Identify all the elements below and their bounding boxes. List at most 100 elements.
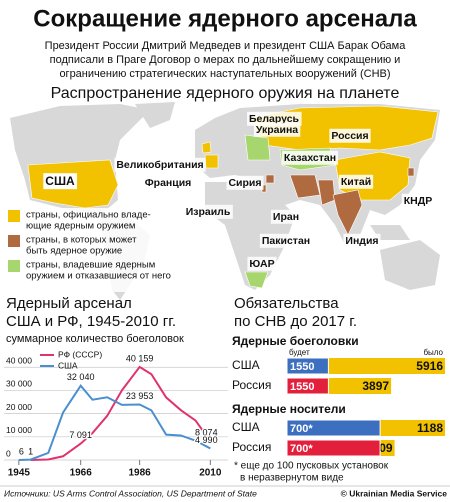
label-box bbox=[281, 150, 339, 165]
legend-label: страны, владевшие ядерным bbox=[26, 260, 155, 271]
credit: © Ukrainian Media Service bbox=[341, 488, 448, 498]
legend-label: США bbox=[58, 360, 78, 370]
data-label: 1 bbox=[28, 446, 33, 456]
bar bbox=[286, 419, 381, 437]
legend-label: будет bbox=[289, 348, 310, 357]
country bbox=[265, 174, 275, 184]
data-label: 8 074 bbox=[195, 428, 218, 438]
country-label: Беларусь bbox=[249, 113, 300, 125]
group-title: Ядерные носители bbox=[232, 402, 346, 416]
legend-label: было bbox=[423, 348, 443, 357]
data-label: 1188 bbox=[417, 421, 443, 435]
y-tick-label: 10 000 bbox=[6, 425, 32, 435]
label-box bbox=[259, 233, 313, 248]
data-label: 700* bbox=[290, 423, 313, 435]
country-label: ЮАР bbox=[249, 258, 274, 270]
data-label: 1550 bbox=[290, 361, 314, 373]
country-label: Сирия bbox=[228, 177, 261, 189]
country-label: Великобритания bbox=[116, 159, 203, 171]
data-label: 7 091 bbox=[69, 430, 92, 440]
bar bbox=[286, 439, 381, 457]
country-label: КНДР bbox=[404, 195, 432, 207]
subtitle: ограничению стратегических наступательны… bbox=[59, 68, 390, 80]
continent bbox=[135, 102, 175, 128]
footnote: * еще до 100 пусковых установок bbox=[234, 461, 389, 472]
country-label: США bbox=[45, 174, 75, 188]
label-box bbox=[343, 233, 381, 248]
label-box bbox=[338, 174, 374, 189]
chart-subtitle: суммарное количество боеголовок bbox=[6, 333, 184, 345]
y-tick-label: 0 bbox=[6, 448, 11, 458]
subtitle: подписали в Праге Договор о мерах по дал… bbox=[50, 54, 401, 66]
footnote: в неразвернутом виде bbox=[240, 473, 344, 484]
subtitle: Президент России Дмитрий Медведев и през… bbox=[45, 40, 407, 52]
category-label: США bbox=[232, 358, 260, 372]
data-label: 700* bbox=[290, 443, 313, 455]
country-label: Китай bbox=[341, 176, 371, 188]
label-box bbox=[226, 175, 264, 190]
label-box bbox=[329, 128, 371, 143]
country bbox=[289, 174, 321, 199]
label-box bbox=[43, 173, 78, 190]
map-title: Распространение ядерного оружия на плане… bbox=[51, 85, 400, 102]
data-label: 32 040 bbox=[67, 372, 95, 382]
bar bbox=[286, 377, 329, 395]
y-tick-label: 30 000 bbox=[6, 379, 32, 389]
country bbox=[201, 141, 212, 154]
legend-label: быть ядерное оружие bbox=[26, 246, 122, 257]
label-box bbox=[253, 122, 301, 137]
data-label: 5916 bbox=[416, 359, 443, 373]
country bbox=[244, 134, 271, 161]
data-label: 1550 bbox=[290, 381, 314, 393]
label-box bbox=[270, 209, 302, 224]
continent bbox=[380, 240, 440, 290]
series-line bbox=[30, 365, 212, 461]
country-label: Россия bbox=[331, 130, 368, 142]
label-box bbox=[183, 204, 233, 219]
category-label: США bbox=[232, 420, 260, 434]
legend-label: страны, в которых может bbox=[26, 235, 137, 246]
country-label: Казахстан bbox=[284, 152, 336, 164]
label-box bbox=[246, 111, 302, 126]
x-tick-label: 1966 bbox=[70, 468, 93, 479]
legend-box bbox=[4, 208, 186, 292]
legend-label: ющие ядерным оружием bbox=[26, 221, 135, 232]
title: Сокращение ядерного арсенала bbox=[33, 5, 417, 32]
data-label: 23 953 bbox=[126, 391, 154, 401]
x-tick-label: 2010 bbox=[199, 468, 222, 479]
bar bbox=[286, 357, 329, 375]
y-tick-label: 20 000 bbox=[6, 402, 32, 412]
section-title: Обязательства bbox=[234, 295, 339, 312]
data-label: 3897 bbox=[362, 379, 389, 393]
country bbox=[204, 154, 219, 169]
country-label: Франция bbox=[145, 177, 192, 189]
legend-swatch bbox=[8, 235, 20, 247]
legend-label: страны, официально владе- bbox=[26, 210, 151, 221]
category-label: Россия bbox=[232, 378, 271, 392]
data-label: 40 159 bbox=[126, 353, 154, 363]
chart-title: США и РФ, 1945-2010 гг. bbox=[6, 313, 176, 330]
legend-swatch bbox=[8, 260, 20, 272]
country-label: Пакистан bbox=[262, 235, 310, 247]
country bbox=[407, 167, 415, 177]
sources: Источники: US Arms Control Association, … bbox=[4, 488, 257, 498]
group-title: Ядерные боеголовки bbox=[232, 334, 359, 348]
country-label: Украина bbox=[256, 124, 298, 136]
legend-label: оружием и отказавшиеся от него bbox=[26, 271, 171, 282]
data-label: 6 bbox=[19, 446, 24, 456]
country bbox=[332, 189, 363, 236]
country-label: Индия bbox=[345, 235, 378, 247]
data-label: 4 990 bbox=[195, 435, 218, 445]
y-tick-label: 40 000 bbox=[6, 356, 32, 366]
chart-title: Ядерный арсенал bbox=[6, 295, 132, 312]
country-label: Израиль bbox=[186, 206, 231, 218]
series-line bbox=[18, 384, 211, 461]
legend-label: РФ (СССР) bbox=[58, 349, 102, 359]
label-box bbox=[142, 175, 194, 190]
legend-swatch bbox=[8, 210, 20, 222]
x-tick-label: 1945 bbox=[8, 468, 31, 479]
country-label: Иран bbox=[273, 211, 299, 223]
label-box bbox=[401, 193, 435, 208]
label-box bbox=[247, 256, 277, 271]
